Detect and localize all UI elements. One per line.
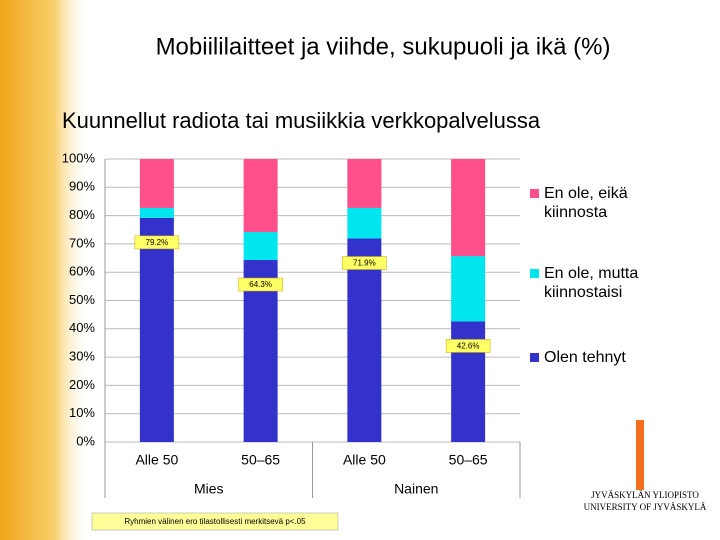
y-tick-label: 100%	[62, 150, 96, 165]
legend-label: En ole, mutta kiinnostaisi	[544, 265, 639, 301]
footnote-box	[91, 512, 339, 531]
bar-segment	[243, 159, 278, 233]
legend-swatch	[530, 189, 539, 198]
bar-segment	[347, 207, 382, 239]
data-label: 42.6%	[457, 342, 480, 351]
data-label-box	[342, 256, 387, 270]
data-label-box	[134, 235, 180, 250]
bar-segment	[451, 159, 486, 257]
bar-segment	[451, 256, 486, 322]
bar-segment	[139, 159, 174, 208]
chart-title: Mobiililaitteet ja viihde, sukupuoli ja …	[156, 33, 611, 60]
background-leaf	[0, 0, 90, 540]
chart-subtitle: Kuunnellut radiota tai musiikkia verkkop…	[62, 108, 541, 133]
y-tick-label: 0%	[76, 433, 95, 448]
y-tick-label: 60%	[69, 264, 95, 279]
y-tick-label: 50%	[69, 292, 95, 307]
bar-segment	[139, 207, 174, 218]
logo-text: JYVÄSKYLÄN YLIOPISTO	[591, 490, 699, 500]
legend-swatch	[530, 269, 539, 278]
y-tick-label: 10%	[69, 405, 95, 420]
data-label: 64.3%	[249, 280, 272, 289]
bar-segment	[347, 159, 382, 208]
legend-item: Olen tehnyt	[530, 348, 664, 367]
y-tick-label: 90%	[69, 179, 95, 194]
y-tick-label: 80%	[69, 207, 95, 222]
bar-segment	[347, 238, 382, 442]
y-tick-label: 40%	[69, 320, 95, 335]
x-tick-label: Alle 50	[343, 452, 386, 468]
data-label-box	[445, 339, 491, 353]
logo-icon	[636, 420, 644, 490]
group-label: Mies	[194, 481, 224, 497]
data-label: 71.9%	[353, 259, 376, 268]
legend-item: En ole, eikä kiinnosta	[530, 184, 664, 222]
legend-label: Olen tehnyt	[544, 349, 626, 366]
bar-segment	[243, 232, 278, 261]
y-tick-label: 20%	[69, 377, 95, 392]
x-tick-label: 50–65	[449, 452, 488, 468]
y-tick-label: 30%	[69, 349, 95, 364]
group-label: Nainen	[394, 481, 438, 497]
logo-text: UNIVERSITY OF JYVÄSKYLÄ	[584, 502, 707, 512]
data-label: 79.2%	[146, 238, 169, 247]
data-label-box	[238, 277, 283, 292]
y-tick-label: 70%	[69, 235, 95, 250]
x-tick-label: 50–65	[241, 452, 280, 468]
bar-segment	[139, 217, 174, 442]
footnote: Ryhmien välinen ero tilastollisesti merk…	[124, 517, 306, 526]
legend-label: En ole, eikä kiinnosta	[544, 185, 628, 221]
legend-swatch	[530, 353, 539, 362]
x-tick-label: Alle 50	[135, 452, 178, 468]
legend-item: En ole, mutta kiinnostaisi	[530, 264, 664, 302]
